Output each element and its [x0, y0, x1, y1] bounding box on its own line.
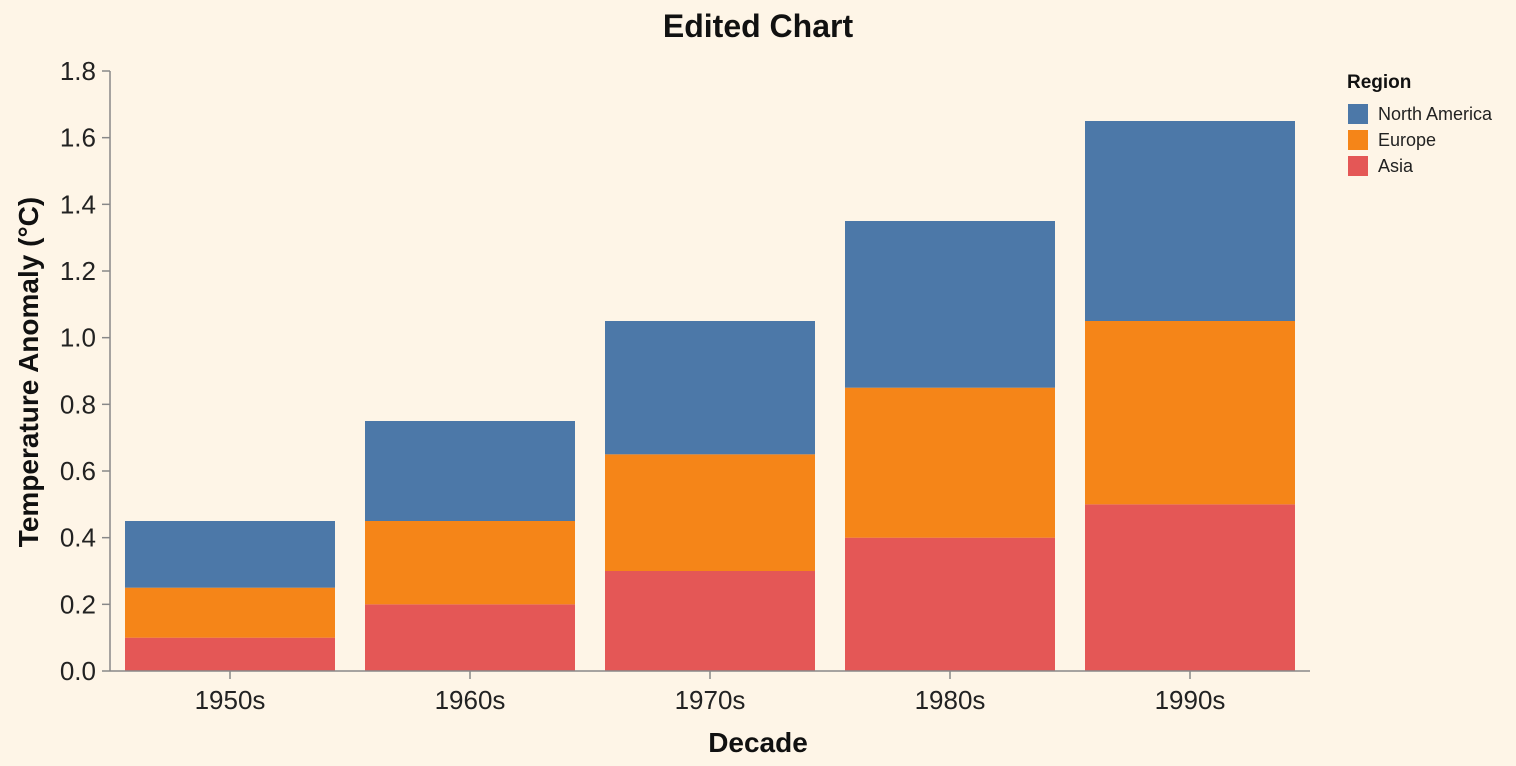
bar-north-america-1960s: [365, 421, 575, 521]
legend-label-asia: Asia: [1378, 156, 1414, 176]
y-tick-label: 1.0: [60, 323, 96, 353]
y-tick-label: 1.4: [60, 189, 96, 219]
bar-asia-1950s: [125, 637, 335, 671]
bar-asia-1980s: [845, 537, 1055, 671]
legend-label-europe: Europe: [1378, 130, 1436, 150]
bar-asia-1970s: [605, 571, 815, 671]
x-tick-label-1990s: 1990s: [1155, 685, 1226, 715]
x-tick-label-1960s: 1960s: [435, 685, 506, 715]
x-axis: 1950s 1960s 1970s 1980s 1990s: [110, 670, 1310, 715]
y-tick-label: 1.2: [60, 256, 96, 286]
bar-asia-1990s: [1085, 504, 1295, 671]
y-tick-label: 0.2: [60, 589, 96, 619]
legend-swatch-north-america: [1348, 104, 1368, 124]
x-tick-label-1950s: 1950s: [195, 685, 266, 715]
chart-title: Edited Chart: [663, 8, 854, 44]
y-tick-label: 0.0: [60, 656, 96, 686]
bar-europe-1970s: [605, 454, 815, 571]
legend-swatch-asia: [1348, 156, 1368, 176]
bar-north-america-1990s: [1085, 121, 1295, 321]
y-axis: 0.0 0.2 0.4 0.6 0.8 1.0 1.2 1.4 1.6 1.8: [60, 56, 111, 686]
legend-title: Region: [1347, 72, 1411, 93]
bars-group: [125, 121, 1295, 671]
legend-label-north-america: North America: [1378, 104, 1493, 124]
bar-north-america-1950s: [125, 521, 335, 588]
y-tick-label: 1.6: [60, 123, 96, 153]
bar-europe-1950s: [125, 587, 335, 638]
x-tick-label-1980s: 1980s: [915, 685, 986, 715]
bar-north-america-1980s: [845, 221, 1055, 388]
y-axis-title: Temperature Anomaly (°C): [13, 197, 44, 547]
x-tick-label-1970s: 1970s: [675, 685, 746, 715]
y-tick-label: 0.6: [60, 456, 96, 486]
bar-asia-1960s: [365, 604, 575, 671]
bar-europe-1960s: [365, 521, 575, 605]
y-tick-label: 0.8: [60, 389, 96, 419]
bar-europe-1980s: [845, 387, 1055, 538]
y-tick-label: 0.4: [60, 523, 96, 553]
y-tick-label: 1.8: [60, 56, 96, 86]
legend-swatch-europe: [1348, 130, 1368, 150]
bar-europe-1990s: [1085, 321, 1295, 505]
legend: Region North America Europe Asia: [1347, 72, 1493, 176]
bar-north-america-1970s: [605, 321, 815, 455]
x-axis-title: Decade: [708, 727, 808, 758]
